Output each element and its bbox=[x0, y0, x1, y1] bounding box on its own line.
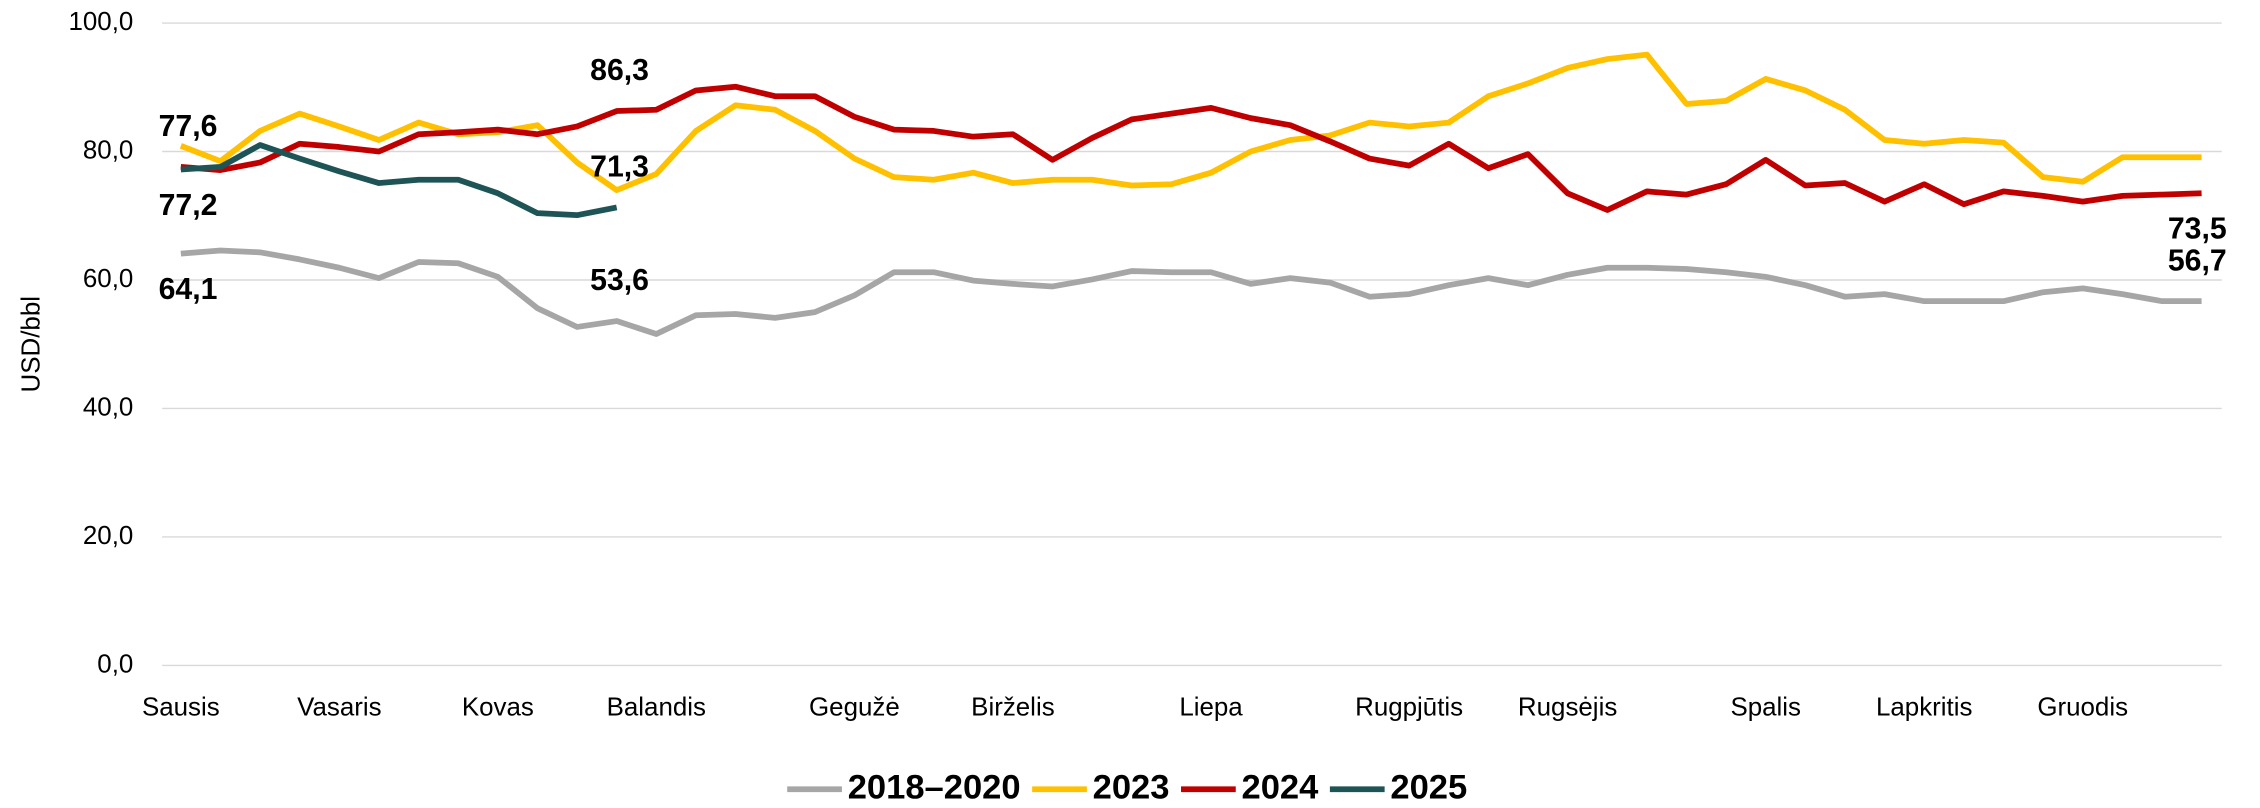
x-tick-label: Vasaris bbox=[297, 693, 382, 721]
y-tick-label: 80,0 bbox=[83, 136, 133, 164]
value-label: 56,7 bbox=[2168, 244, 2227, 277]
x-tick-label: Birželis bbox=[971, 693, 1055, 721]
value-label: 77,2 bbox=[159, 189, 218, 222]
value-label: 53,6 bbox=[590, 264, 649, 297]
x-tick-label: Gruodis bbox=[2037, 693, 2128, 721]
x-tick-label: Gegužė bbox=[809, 693, 900, 721]
x-tick-label: Balandis bbox=[607, 693, 706, 721]
legend-label: 2025 bbox=[1390, 768, 1467, 806]
y-tick-label: 20,0 bbox=[83, 522, 133, 550]
series-line bbox=[180, 247, 2202, 337]
x-tick-label: Spalis bbox=[1730, 693, 1801, 721]
value-label: 71,3 bbox=[590, 151, 649, 184]
legend-label: 2024 bbox=[1242, 768, 1320, 806]
x-tick-label: Kovas bbox=[462, 693, 534, 721]
series-line bbox=[180, 83, 2202, 213]
value-label: 64,1 bbox=[159, 273, 218, 306]
x-tick-label: Sausis bbox=[142, 693, 220, 721]
x-tick-label: Rugsėjis bbox=[1518, 693, 1617, 721]
series-line bbox=[180, 142, 618, 219]
value-label: 73,5 bbox=[2168, 213, 2227, 246]
value-label: 86,3 bbox=[590, 54, 649, 87]
y-tick-label: 100,0 bbox=[68, 8, 133, 36]
x-tick-label: Rugpjūtis bbox=[1355, 693, 1463, 721]
y-tick-label: 60,0 bbox=[83, 265, 133, 293]
x-tick-label: Liepa bbox=[1179, 693, 1243, 721]
x-tick-label: Lapkritis bbox=[1876, 693, 1973, 721]
value-label: 77,6 bbox=[159, 110, 218, 143]
y-tick-label: 0,0 bbox=[97, 650, 133, 678]
series-line bbox=[179, 51, 2202, 193]
y-tick-label: 40,0 bbox=[83, 393, 133, 421]
y-axis-label: USD/bbl bbox=[17, 296, 45, 392]
legend-label: 2018–2020 bbox=[848, 768, 1021, 806]
legend-label: 2023 bbox=[1093, 768, 1170, 806]
